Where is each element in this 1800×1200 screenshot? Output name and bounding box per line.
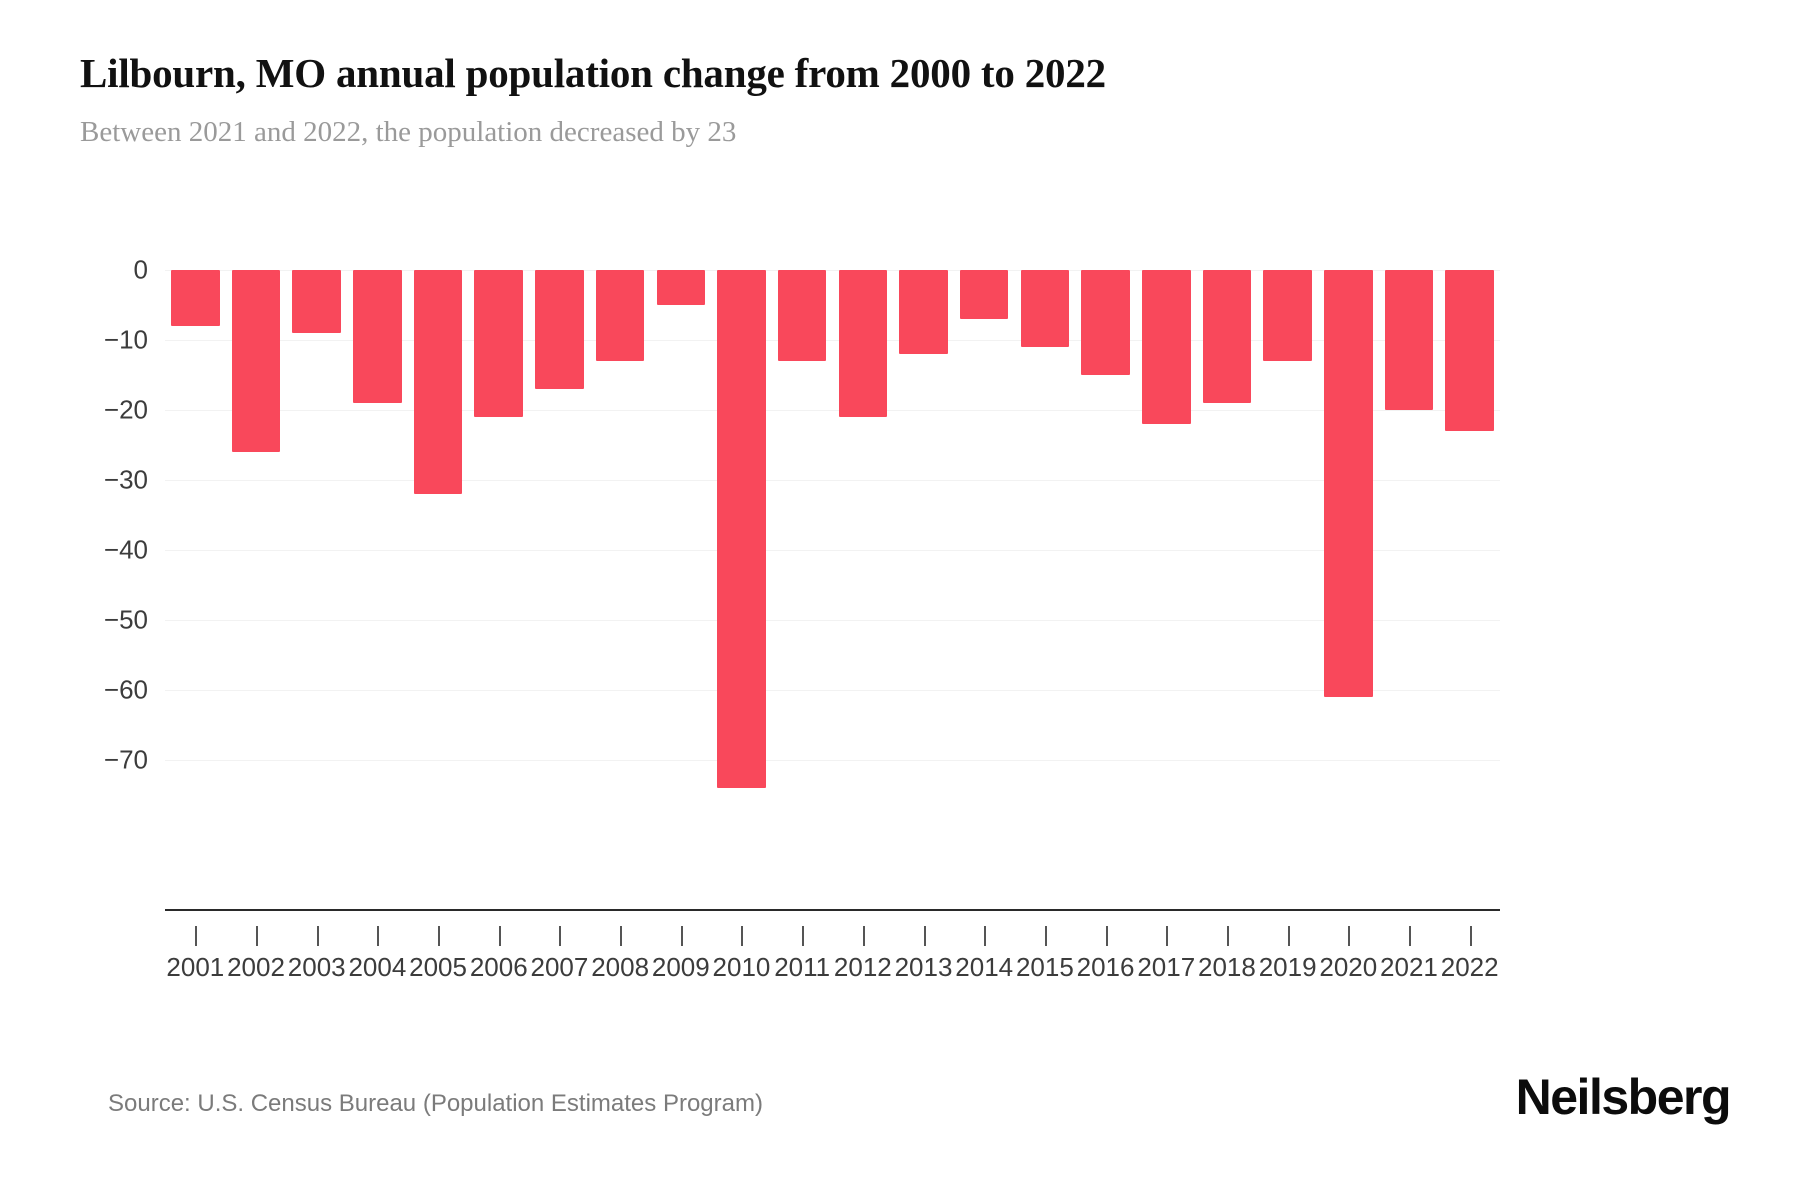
y-tick-label: 0 <box>133 254 148 285</box>
bar-2013[interactable] <box>899 270 948 354</box>
x-tick-label-2002: 2002 <box>227 952 285 982</box>
bar-2005[interactable] <box>413 270 463 494</box>
x-tick-mark-2013 <box>923 926 926 946</box>
chart-subtitle: Between 2021 and 2022, the population de… <box>80 116 737 149</box>
gridline--10 <box>165 340 1500 341</box>
x-tick-mark-2018 <box>1226 926 1229 946</box>
y-tick-label: −60 <box>103 674 148 705</box>
gridline-0 <box>165 270 1500 271</box>
x-tick-label-2021: 2021 <box>1380 952 1438 982</box>
x-tick-label-2018: 2018 <box>1198 952 1256 982</box>
y-tick-label: −40 <box>103 534 148 565</box>
x-tick-label-2004: 2004 <box>348 952 407 982</box>
x-tick-mark-2022 <box>1469 926 1472 946</box>
x-tick-label-2014: 2014 <box>955 952 1014 982</box>
x-tick-mark-2012 <box>862 926 865 946</box>
bar-2003[interactable] <box>292 270 341 333</box>
source-note: Source: U.S. Census Bureau (Population E… <box>108 1090 763 1117</box>
bar-2007[interactable] <box>535 270 584 389</box>
bar-2015[interactable] <box>1020 270 1070 347</box>
x-tick-mark-2011 <box>802 926 805 946</box>
x-tick-label-2008: 2008 <box>591 952 650 982</box>
gridline--20 <box>165 410 1500 411</box>
bar-2001[interactable] <box>171 270 220 326</box>
x-tick-label-2001: 2001 <box>166 952 225 982</box>
bar-2017[interactable] <box>1141 270 1191 424</box>
bar-2010[interactable] <box>717 270 766 788</box>
x-tick-mark-2010 <box>741 926 744 946</box>
y-tick-label: −30 <box>103 464 148 495</box>
x-tick-label-2019: 2019 <box>1258 952 1317 982</box>
bar-2002[interactable] <box>231 270 281 452</box>
bar-2004[interactable] <box>353 270 402 403</box>
x-tick-label-2020: 2020 <box>1319 952 1378 982</box>
bar-2014[interactable] <box>959 270 1009 319</box>
x-tick-mark-2009 <box>680 926 683 946</box>
x-tick-label-2016: 2016 <box>1076 952 1135 982</box>
y-axis-labels: 0 −10 −20 −30 −40 −50 −60 −70 <box>0 255 148 795</box>
x-tick-mark-2016 <box>1105 926 1108 946</box>
x-tick-label-2012: 2012 <box>833 952 892 982</box>
x-tick-mark-2001 <box>195 926 198 946</box>
x-tick-mark-2007 <box>559 926 562 946</box>
x-tick-mark-2020 <box>1348 926 1351 946</box>
gridline--60 <box>165 690 1500 691</box>
bar-2008[interactable] <box>595 270 645 361</box>
gridline--50 <box>165 620 1500 621</box>
x-tick-label-2007: 2007 <box>530 952 589 982</box>
bar-2009[interactable] <box>656 270 706 305</box>
x-tick-label-2011: 2011 <box>774 952 831 982</box>
y-tick-label: −20 <box>103 394 148 425</box>
x-tick-label-2022: 2022 <box>1440 952 1499 982</box>
x-tick-mark-2017 <box>1166 926 1169 946</box>
bar-2020[interactable] <box>1324 270 1373 697</box>
x-tick-mark-2002 <box>256 926 259 946</box>
bar-2022[interactable] <box>1445 270 1494 431</box>
brand-logo: Neilsberg <box>1515 1069 1732 1125</box>
bar-2019[interactable] <box>1263 270 1312 361</box>
x-tick-mark-2005 <box>438 926 441 946</box>
y-tick-label: −70 <box>103 744 148 775</box>
gridline--30 <box>165 480 1500 481</box>
bar-2012[interactable] <box>838 270 888 417</box>
x-tick-mark-2008 <box>620 926 623 946</box>
x-tick-label-2005: 2005 <box>409 952 467 982</box>
x-tick-mark-2014 <box>984 926 987 946</box>
x-tick-label-2010: 2010 <box>712 952 771 982</box>
x-tick-label-2006: 2006 <box>469 952 528 982</box>
bar-2021[interactable] <box>1384 270 1434 410</box>
y-tick-label: −50 <box>103 604 148 635</box>
x-tick-label-2009: 2009 <box>651 952 710 982</box>
plot-canvas <box>165 270 1500 795</box>
x-axis-line <box>165 909 1500 911</box>
gridline--70 <box>165 760 1500 761</box>
page-title: Lilbourn, MO annual population change fr… <box>80 50 1106 96</box>
x-tick-label-2013: 2013 <box>894 952 953 982</box>
x-tick-label-2017: 2017 <box>1137 952 1196 982</box>
x-tick-label-2003: 2003 <box>287 952 346 982</box>
x-tick-mark-2019 <box>1287 926 1290 946</box>
bar-2006[interactable] <box>474 270 523 417</box>
gridline--40 <box>165 550 1500 551</box>
x-tick-mark-2004 <box>377 926 380 946</box>
x-tick-mark-2006 <box>498 926 501 946</box>
x-tick-mark-2021 <box>1408 926 1411 946</box>
bar-2018[interactable] <box>1202 270 1252 403</box>
x-tick-mark-2003 <box>316 926 319 946</box>
bar-2011[interactable] <box>777 270 827 361</box>
x-tick-mark-2015 <box>1044 926 1047 946</box>
y-tick-label: −10 <box>103 324 148 355</box>
bar-2016[interactable] <box>1081 270 1130 375</box>
x-tick-label-2015: 2015 <box>1015 952 1074 982</box>
chart-header: Lilbourn, MO annual population change fr… <box>80 50 1730 150</box>
